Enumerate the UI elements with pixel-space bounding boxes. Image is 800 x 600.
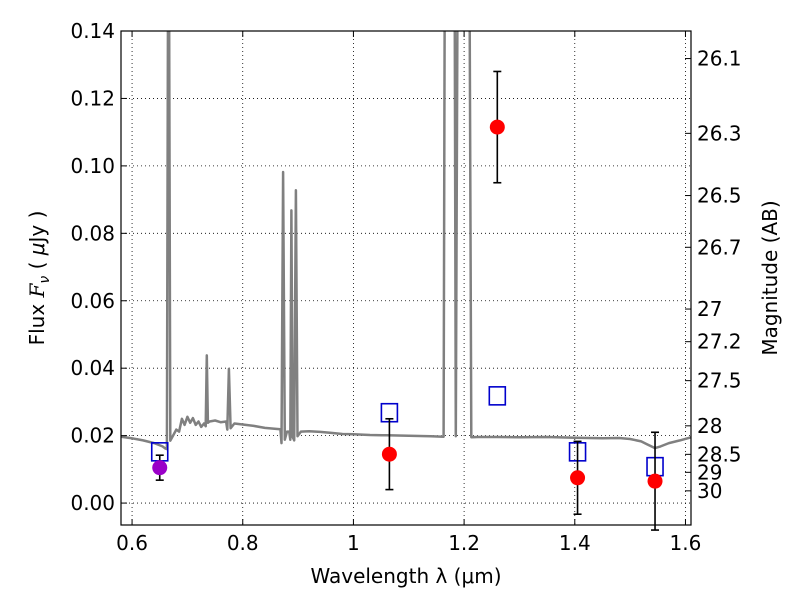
y2-tick-label: 27.2 bbox=[697, 330, 742, 354]
y-label-post: Jy ) bbox=[25, 211, 49, 245]
observed-point bbox=[152, 460, 168, 476]
x-tick-label: 1.6 bbox=[670, 531, 702, 555]
model-square-marker bbox=[488, 386, 507, 406]
x-axis-label: Wavelength λ (μm) bbox=[310, 564, 501, 588]
y-label-sub: ν bbox=[37, 276, 53, 284]
observed-point bbox=[570, 470, 586, 486]
y2-tick-label: 28.5 bbox=[697, 442, 742, 466]
sed-spectrum-line bbox=[121, 31, 691, 451]
x-tick-label: 1.4 bbox=[559, 531, 591, 555]
y-axis-label: Flux Fν ( μJy ) bbox=[25, 211, 53, 346]
sed-layer bbox=[121, 31, 691, 451]
plot-background bbox=[121, 31, 691, 525]
y-tick-label: 0.08 bbox=[70, 221, 115, 245]
y-label-mid: ( bbox=[25, 255, 49, 276]
y-tick-label: 0.10 bbox=[70, 154, 115, 178]
x-tick-label: 0.6 bbox=[116, 531, 148, 555]
y-tick-label: 0.12 bbox=[70, 86, 115, 110]
y2-tick-label: 27.5 bbox=[697, 369, 742, 393]
y-tick-label: 0.04 bbox=[70, 356, 115, 380]
observed-point bbox=[647, 473, 663, 489]
ticks-layer: 0.6 0.8 1 1.2 1.4 1.6 0.00 0.02 0.04 0.06 0.08 0.10… bbox=[70, 19, 741, 555]
y-tick-label: 0.00 bbox=[70, 491, 115, 515]
marks-layer bbox=[150, 70, 664, 531]
y-tick-label: 0.02 bbox=[70, 424, 115, 448]
y-label-var: F bbox=[25, 282, 49, 298]
observed-point bbox=[489, 119, 505, 135]
x-tick-label: 1.2 bbox=[448, 531, 480, 555]
y2-tick-label: 30 bbox=[697, 479, 722, 503]
y2-tick-label: 26.5 bbox=[697, 184, 742, 208]
y-tick-label: 0.14 bbox=[70, 19, 115, 43]
y2-axis-label: Magnitude (AB) bbox=[758, 200, 782, 355]
plot-frame bbox=[120, 30, 692, 526]
y2-tick-label: 26.3 bbox=[697, 121, 742, 145]
y2-tick-label: 26.1 bbox=[697, 47, 742, 71]
y-label-mu: μ bbox=[25, 242, 49, 256]
y2-tick-label: 28 bbox=[697, 414, 722, 438]
y2-tick-label: 29 bbox=[697, 460, 722, 484]
x-tick-label: 0.8 bbox=[227, 531, 259, 555]
observed-point bbox=[381, 446, 397, 462]
y2-tick-label: 26.7 bbox=[697, 235, 742, 259]
y-tick-label: 0.06 bbox=[70, 289, 115, 313]
y2-tick-label: 27 bbox=[697, 297, 722, 321]
y-label-pre: Flux bbox=[25, 297, 49, 345]
x-tick-label: 1 bbox=[347, 531, 360, 555]
